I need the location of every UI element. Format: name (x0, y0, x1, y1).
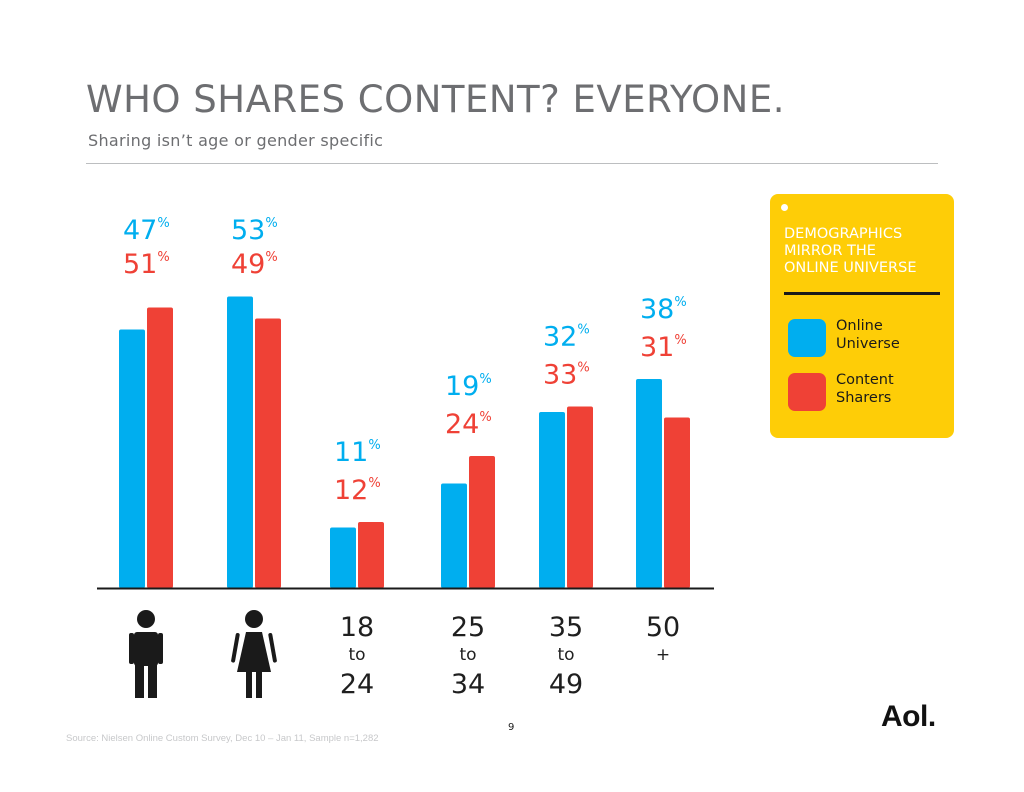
legend-item-content-sharers: Content Sharers (788, 371, 950, 411)
female-icon (231, 610, 277, 698)
legend-label-line: Sharers (836, 390, 892, 406)
bar-online-universe (539, 412, 565, 588)
x-tick-label: to (459, 645, 476, 665)
bar-online-universe (227, 296, 253, 588)
bar-content-sharers (255, 318, 281, 588)
x-tick-label: 18 (340, 612, 374, 643)
bar-content-sharers (358, 522, 384, 588)
page-title: WHO SHARES CONTENT? EVERYONE. (86, 78, 785, 121)
bar-content-sharers (567, 406, 593, 588)
panel-heading-line: MIRROR THE (784, 243, 876, 259)
bar-content-sharers (147, 307, 173, 588)
bar-online-universe (441, 483, 467, 588)
legend-label-line: Universe (836, 336, 900, 352)
bar-content-sharers (664, 417, 690, 588)
bar-online-universe (119, 329, 145, 588)
x-tick-label: 35 (549, 612, 583, 643)
panel-heading-line: ONLINE UNIVERSE (784, 260, 917, 276)
x-tick-label: 25 (451, 612, 485, 643)
value-label-content-sharers: 51% (123, 249, 170, 280)
value-label-online-universe: 19% (445, 371, 492, 402)
x-tick-label: 24 (340, 669, 374, 700)
value-label-content-sharers: 49% (231, 249, 278, 280)
value-label-content-sharers: 33% (543, 360, 590, 391)
legend-panel: DEMOGRAPHICS MIRROR THE ONLINE UNIVERSE … (770, 194, 954, 438)
panel-heading: DEMOGRAPHICS MIRROR THE ONLINE UNIVERSE (784, 226, 949, 277)
bar-content-sharers (469, 456, 495, 588)
panel-heading-line: DEMOGRAPHICS (784, 226, 903, 242)
x-tick-label: 49 (549, 669, 583, 700)
page-subtitle: Sharing isn’t age or gender specific (88, 131, 384, 150)
x-tick-label: 34 (451, 669, 485, 700)
bar-online-universe (636, 379, 662, 588)
value-label-online-universe: 11% (334, 437, 381, 468)
value-label-content-sharers: 24% (445, 409, 492, 440)
value-label-online-universe: 47% (123, 215, 170, 246)
legend-swatch-content-sharers (788, 373, 826, 411)
panel-bullet (781, 204, 788, 211)
x-tick-label: 50 (646, 612, 680, 643)
page-number: 9 (508, 722, 515, 733)
legend-label-line: Content (836, 372, 894, 388)
male-icon (129, 610, 163, 698)
x-tick-label: to (557, 645, 574, 665)
title-divider (86, 163, 938, 164)
demographics-bar-chart: 47%51%53%49%11%12%19%24%32%33%38%31%18to… (97, 215, 714, 700)
x-tick-label: to (348, 645, 365, 665)
value-label-online-universe: 38% (640, 294, 687, 325)
value-label-online-universe: 32% (543, 322, 590, 353)
legend-swatch-online-universe (788, 319, 826, 357)
legend-item-online-universe: Online Universe (788, 317, 950, 357)
legend-label: Content Sharers (836, 371, 894, 407)
x-tick-label: + (656, 645, 670, 665)
value-label-content-sharers: 31% (640, 332, 687, 363)
source-note: Source: Nielsen Online Custom Survey, De… (66, 733, 379, 744)
bar-online-universe (330, 527, 356, 588)
value-label-content-sharers: 12% (334, 475, 381, 506)
legend-label: Online Universe (836, 317, 900, 353)
panel-divider (784, 292, 940, 295)
value-label-online-universe: 53% (231, 215, 278, 246)
aol-logo: Aol. (881, 700, 936, 733)
legend-label-line: Online (836, 318, 883, 334)
